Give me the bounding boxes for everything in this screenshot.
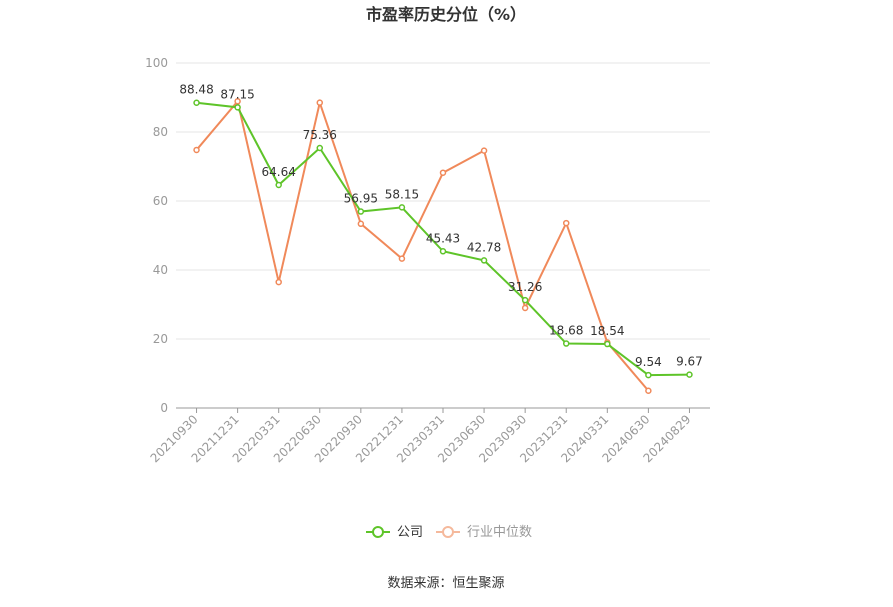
legend-label: 行业中位数 [467, 525, 532, 540]
data-point [480, 147, 488, 154]
legend: 公司 行业中位数 [366, 525, 532, 540]
data-labels: 88.48 87.15 64.64 75.36 56.95 58.15 45.43 42.78… [179, 83, 702, 369]
series-layer [193, 98, 693, 394]
data-label: 18.54 [590, 324, 624, 338]
y-axis: 0 20 40 60 80 100 [145, 56, 168, 415]
y-tick-label: 20 [153, 332, 168, 346]
legend-item-company: 公司 [366, 525, 423, 540]
source-note: 数据来源：恒生聚源 [387, 576, 504, 591]
data-point [645, 387, 652, 394]
data-point [316, 99, 324, 106]
data-label: 88.48 [179, 83, 213, 97]
data-label: 18.68 [549, 324, 583, 338]
data-point [398, 204, 406, 211]
data-point [480, 257, 488, 264]
data-label: 87.15 [220, 87, 254, 101]
data-label: 45.43 [426, 231, 460, 245]
legend-item-industry-median: 行业中位数 [436, 525, 532, 540]
data-point [521, 304, 529, 312]
y-tick-label: 60 [153, 194, 168, 208]
legend-label: 公司 [397, 525, 423, 540]
data-point [234, 98, 241, 105]
data-point [686, 371, 693, 378]
y-tick-label: 100 [145, 56, 168, 70]
data-point [645, 371, 652, 379]
y-tick-label: 0 [160, 401, 168, 415]
data-label: 9.67 [676, 355, 703, 369]
data-label: 56.95 [344, 192, 378, 206]
y-tick-label: 80 [153, 125, 168, 139]
data-point [439, 169, 447, 176]
data-label: 58.15 [385, 187, 419, 201]
chart-title: 市盈率历史分位（%） [366, 5, 526, 24]
data-label: 42.78 [467, 240, 501, 254]
grid-lines [176, 62, 710, 340]
data-label: 75.36 [303, 128, 337, 142]
data-label: 31.26 [508, 280, 542, 294]
data-point [398, 255, 406, 262]
data-point [562, 219, 570, 227]
series-company [193, 99, 693, 379]
data-point [193, 99, 200, 106]
data-point [275, 181, 282, 189]
series-line [195, 99, 650, 392]
series-industry-median [193, 98, 652, 394]
data-point [193, 146, 200, 154]
data-point [604, 340, 611, 348]
data-point [234, 104, 241, 111]
x-axis: 2021093020211231202203312022063020220930… [148, 407, 710, 465]
y-tick-label: 40 [153, 263, 168, 277]
legend-marker [372, 526, 384, 538]
data-point [562, 340, 570, 347]
legend-marker [442, 526, 454, 538]
data-point [357, 220, 365, 228]
data-label: 64.64 [262, 165, 296, 179]
data-point [521, 296, 529, 304]
data-point [316, 144, 324, 152]
data-label: 9.54 [635, 355, 662, 369]
data-point [439, 248, 447, 255]
data-point [275, 278, 282, 286]
data-point [357, 208, 365, 215]
